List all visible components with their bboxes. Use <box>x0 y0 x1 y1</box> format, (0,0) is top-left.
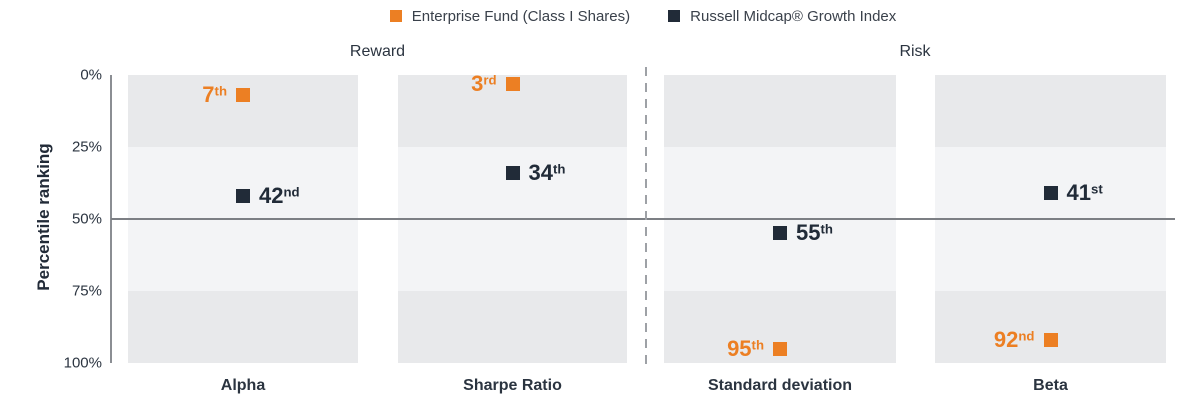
quartile-stripe-1 <box>664 75 896 147</box>
value-number: 7 <box>202 82 215 108</box>
quartile-stripe-4 <box>128 291 358 363</box>
marker-russell-midcap-growth-index-standard-deviation <box>773 226 787 241</box>
value-label-russell-midcap-growth-index-standard-deviation: 55th <box>796 222 833 244</box>
marker-enterprise-fund-class-i-shares-beta <box>1043 332 1058 347</box>
quartile-stripe-2 <box>128 147 358 219</box>
quartile-stripe-2 <box>664 147 896 219</box>
value-number: 55 <box>796 220 821 246</box>
marker-enterprise-fund-class-i-shares-alpha <box>236 88 250 103</box>
marker-enterprise-fund-class-i-shares-standard-deviation <box>773 341 787 356</box>
value-label-russell-midcap-growth-index-alpha: 42nd <box>259 182 300 208</box>
section-divider-line <box>645 67 647 371</box>
quartile-stripe-1 <box>128 75 358 147</box>
quartile-stripe-4 <box>935 291 1166 363</box>
value-label-enterprise-fund-class-i-shares-sharpe-ratio: 3rd <box>471 70 497 96</box>
quartile-stripe-3 <box>935 219 1166 291</box>
legend-swatch-square-icon <box>668 10 681 22</box>
value-ordinal: nd <box>283 184 300 200</box>
category-label-sharpe-ratio: Sharpe Ratio <box>463 377 562 394</box>
category-label-alpha: Alpha <box>220 377 266 394</box>
band-alpha <box>128 75 358 363</box>
value-ordinal: th <box>820 221 833 237</box>
value-label-enterprise-fund-class-i-shares-alpha: 7th <box>202 84 227 106</box>
value-ordinal: nd <box>1018 328 1035 344</box>
value-ordinal: th <box>214 83 227 99</box>
value-ordinal: th <box>552 161 566 177</box>
quartile-stripe-1 <box>935 75 1166 147</box>
marker-russell-midcap-growth-index-beta <box>1043 186 1058 201</box>
quartile-stripe-4 <box>398 291 627 363</box>
y-tick-label-50: 50% <box>71 210 102 228</box>
marker-russell-midcap-growth-index-sharpe-ratio <box>505 165 520 180</box>
value-number: 34 <box>528 159 553 185</box>
legend-label-enterprise-fund: Enterprise Fund (Class I Shares) <box>411 7 631 25</box>
band-standard-deviation <box>664 75 896 363</box>
legend-label-russell-index: Russell Midcap® Growth Index <box>690 7 897 25</box>
value-label-enterprise-fund-class-i-shares-standard-deviation: 95th <box>727 335 764 361</box>
category-label-beta: Beta <box>1033 377 1068 394</box>
fifty-percent-reference-line <box>111 218 1175 220</box>
y-tick-label-0: 0% <box>80 66 102 84</box>
value-ordinal: th <box>751 337 764 352</box>
y-tick-label-75: 75% <box>71 282 102 300</box>
y-axis-title: Percentile ranking <box>34 143 53 291</box>
marker-enterprise-fund-class-i-shares-sharpe-ratio <box>505 76 520 91</box>
value-label-russell-midcap-growth-index-sharpe-ratio: 34th <box>528 159 566 185</box>
section-label-reward: Reward <box>349 43 406 60</box>
value-ordinal: rd <box>483 72 497 88</box>
section-label-risk: Risk <box>899 43 931 60</box>
value-number: 42 <box>259 182 284 208</box>
plot-area: Alpha Sharpe Ratio Standard deviation Beta 0… <box>64 43 1175 394</box>
legend-item-enterprise-fund: Enterprise Fund (Class I Shares) <box>389 7 631 25</box>
category-label-standard-deviation: Standard deviation <box>707 377 853 394</box>
value-number: 92 <box>993 326 1019 352</box>
chart-legend: Enterprise Fund (Class I Shares) Russell… <box>111 6 1175 26</box>
band-beta <box>935 75 1166 363</box>
value-label-russell-midcap-growth-index-beta: 41st <box>1067 182 1103 204</box>
quartile-stripe-2 <box>398 147 627 219</box>
value-number: 95 <box>727 335 752 361</box>
y-tick-label-100: 100% <box>63 354 102 372</box>
legend-swatch-square-icon <box>389 10 402 22</box>
marker-russell-midcap-growth-index-alpha <box>236 188 250 203</box>
legend-item-russell-index: Russell Midcap® Growth Index <box>668 8 896 25</box>
y-tick-label-25: 25% <box>71 138 102 156</box>
quartile-stripe-2 <box>935 147 1166 219</box>
value-label-enterprise-fund-class-i-shares-beta: 92nd <box>993 326 1035 352</box>
quartile-stripe-3 <box>398 219 627 291</box>
value-number: 3 <box>471 70 484 96</box>
quartile-stripe-3 <box>128 219 358 291</box>
value-ordinal: st <box>1090 181 1103 197</box>
value-number: 41 <box>1066 180 1091 206</box>
